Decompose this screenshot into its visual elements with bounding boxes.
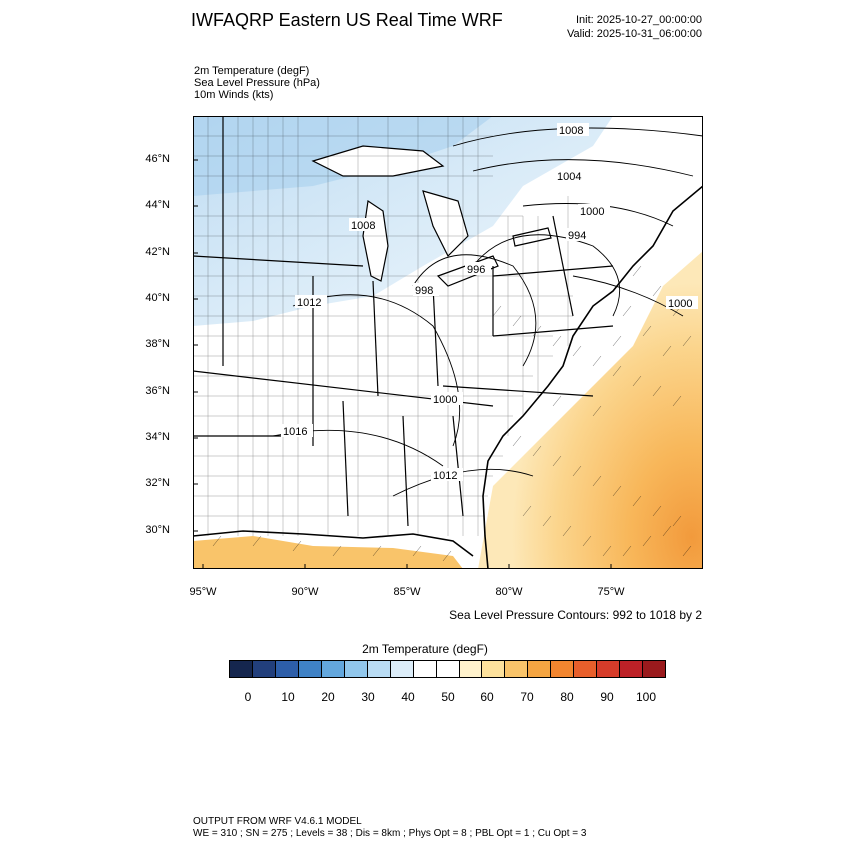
isobar-label-box [566, 228, 592, 241]
lon-label-75: 75°W [597, 586, 625, 598]
lat-label-42: 42°N [145, 246, 170, 258]
gulf-coastline [193, 530, 474, 557]
map-ticks [193, 159, 612, 569]
lon-label-85: 85°W [393, 586, 421, 598]
isobar-label: 994 [568, 230, 586, 242]
lat-label-34: 34°N [145, 431, 170, 443]
run-times: Init: 2025-10-27_00:00:00 Valid: 2025-10… [567, 13, 702, 41]
colorbar-title: 2m Temperature (degF) [362, 642, 488, 656]
isobar-label: 1008 [559, 125, 583, 137]
isobar-label-box [557, 123, 589, 136]
colorbar-swatch [252, 661, 276, 677]
colorbar-swatch [482, 661, 506, 677]
isobar-label-box [413, 283, 439, 296]
variable-winds: 10m Winds (kts) [194, 89, 274, 101]
lat-label-36: 36°N [145, 385, 170, 397]
lat-label-30: 30°N [145, 524, 170, 536]
lon-label-90: 90°W [291, 586, 319, 598]
colorbar-swatch [551, 661, 575, 677]
isobar-label-box [465, 262, 491, 275]
lat-label-40: 40°N [145, 292, 170, 304]
model-info: OUTPUT FROM WRF V4.6.1 MODEL WE = 310 ; … [193, 816, 586, 840]
plot-title: IWFAQRP Eastern US Real Time WRF [191, 10, 503, 30]
county-lines [193, 116, 573, 536]
colorbar-swatch [413, 661, 437, 677]
lat-label-46: 46°N [145, 153, 170, 165]
colorbar-label: 60 [480, 690, 494, 704]
colorbar-label: 0 [244, 690, 252, 704]
map-frame [193, 116, 703, 569]
warm-ocean-region [478, 251, 703, 569]
lat-label-44: 44°N [145, 199, 170, 211]
contour-note: Sea Level Pressure Contours: 992 to 1018… [449, 608, 702, 622]
isobar-label-box [281, 424, 313, 437]
colorbar-swatch [574, 661, 598, 677]
init-time: Init: 2025-10-27_00:00:00 [576, 14, 702, 26]
isobar-label: 998 [415, 285, 433, 297]
colorbar-swatch [390, 661, 414, 677]
colorbar-swatch [620, 661, 644, 677]
isobar-label: 1008 [351, 220, 375, 232]
colorbar-label: 40 [401, 690, 415, 704]
isobar-label-box [295, 295, 327, 308]
lat-label-32: 32°N [145, 477, 170, 489]
gulf-warm-region [193, 536, 463, 569]
colorbar-swatch [643, 661, 666, 677]
colorbar-label: 100 [635, 690, 657, 704]
isobar-label: 1012 [433, 470, 457, 482]
lat-label-38: 38°N [145, 338, 170, 350]
colorbar-label: 10 [281, 690, 295, 704]
colorbar-label: 30 [361, 690, 375, 704]
isobar-label-box [431, 392, 463, 405]
weather-map: 1008 1004 1000 996 1008 1012 998 994 100… [193, 116, 703, 569]
isobar-label: 1012 [297, 297, 321, 309]
isobar-label: 1000 [668, 298, 692, 310]
variable-temperature: 2m Temperature (degF) [194, 65, 310, 77]
model-config: WE = 310 ; SN = 275 ; Levels = 38 ; Dis … [193, 828, 587, 839]
model-version: OUTPUT FROM WRF V4.6.1 MODEL [193, 816, 362, 827]
colorbar-label: 90 [600, 690, 614, 704]
isobar-label-box [666, 296, 698, 309]
colorbar-swatch [367, 661, 391, 677]
colorbar-label: 70 [520, 690, 534, 704]
isobar-label: 1004 [557, 171, 581, 183]
wind-barbs [212, 265, 692, 562]
lake-ontario [512, 227, 552, 247]
lon-label-80: 80°W [495, 586, 523, 598]
colorbar-swatch [321, 661, 345, 677]
colorbar-swatch [230, 661, 253, 677]
colorbar-swatch [436, 661, 460, 677]
colorbar-label: 80 [560, 690, 574, 704]
colorbar [229, 660, 666, 678]
valid-time: Valid: 2025-10-31_06:00:00 [567, 28, 702, 40]
isobar-label: 1016 [283, 426, 307, 438]
isobar-label-box [555, 169, 587, 182]
colorbar-swatch [275, 661, 299, 677]
colorbar-swatch [505, 661, 529, 677]
colorbar-label: 50 [441, 690, 455, 704]
colorbar-swatch [459, 661, 483, 677]
variable-list: 2m Temperature (degF) Sea Level Pressure… [194, 65, 320, 101]
colorbar-swatch [344, 661, 368, 677]
atlantic-coastline [482, 185, 703, 569]
colorbar-label: 20 [321, 690, 335, 704]
map-canvas: 1008 1004 1000 996 1008 1012 998 994 100… [193, 116, 703, 569]
isobar-label-box [578, 204, 610, 217]
colorbar-swatch [528, 661, 552, 677]
colorbar-swatch [298, 661, 322, 677]
isobar-label: 1000 [580, 206, 604, 218]
colorbar-swatch [597, 661, 621, 677]
lon-label-95: 95°W [189, 586, 217, 598]
isobar-label: 996 [467, 264, 485, 276]
isobar-label: 1000 [433, 394, 457, 406]
lake-huron [422, 190, 469, 258]
isobar-label-box [349, 218, 381, 231]
variable-pressure: Sea Level Pressure (hPa) [194, 77, 320, 89]
isobar-label-box [431, 468, 463, 481]
